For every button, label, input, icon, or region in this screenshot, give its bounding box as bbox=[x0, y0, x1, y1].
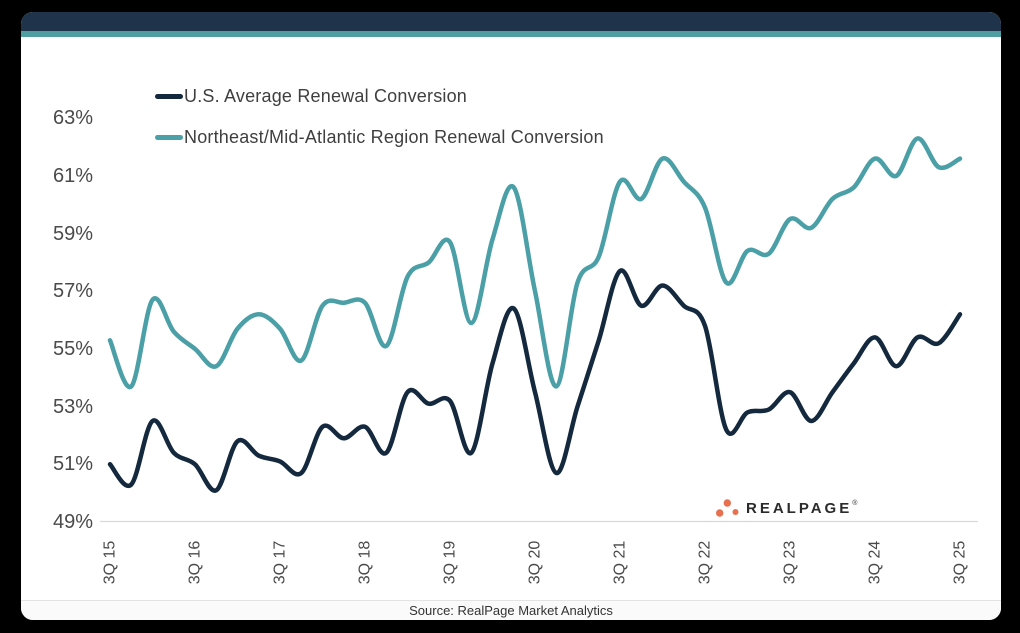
realpage-logo-dots-icon bbox=[716, 499, 739, 517]
series-line-northeast bbox=[107, 136, 963, 390]
x-axis-tick-label: 3Q 19 bbox=[441, 540, 459, 585]
x-axis-tick-label: 3Q 23 bbox=[781, 540, 799, 585]
legend: U.S. Average Renewal Conversion Northeas… bbox=[155, 84, 604, 166]
legend-label-us-average: U.S. Average Renewal Conversion bbox=[184, 85, 468, 106]
y-axis-tick-label: 61% bbox=[52, 164, 93, 187]
x-axis-tick-label: 3Q 18 bbox=[356, 540, 374, 585]
legend-line-swatch-navy bbox=[155, 93, 183, 99]
x-axis-tick-label: 3Q 24 bbox=[866, 540, 884, 585]
header-accent-line bbox=[21, 31, 1001, 37]
realpage-logo-text: REALPAGE bbox=[746, 500, 853, 517]
legend-item-northeast: Northeast/Mid-Atlantic Region Renewal Co… bbox=[155, 125, 604, 149]
chart-area: U.S. Average Renewal Conversion Northeas… bbox=[21, 37, 1001, 600]
series-line-us-average bbox=[107, 268, 963, 493]
legend-line-swatch-teal bbox=[155, 134, 183, 140]
source-text: Source: RealPage Market Analytics bbox=[409, 603, 613, 618]
x-axis-tick-label: 3Q 25 bbox=[951, 540, 969, 585]
footer-bar: Source: RealPage Market Analytics bbox=[21, 600, 1001, 620]
x-axis-tick-label: 3Q 22 bbox=[696, 540, 714, 585]
y-axis-tick-label: 55% bbox=[52, 337, 93, 360]
line-plot bbox=[100, 136, 978, 523]
y-axis-tick-label: 59% bbox=[52, 222, 93, 245]
x-axis-tick-label: 3Q 20 bbox=[526, 540, 544, 585]
y-axis-tick-label: 63% bbox=[52, 107, 93, 130]
x-axis-tick-label: 3Q 21 bbox=[611, 540, 629, 585]
x-axis-tick-label: 3Q 15 bbox=[101, 540, 119, 585]
realpage-trademark: ® bbox=[852, 500, 858, 507]
realpage-logo: REALPAGE ® bbox=[715, 498, 857, 519]
header-bar bbox=[21, 12, 1001, 31]
x-axis-tick-label: 3Q 17 bbox=[271, 540, 289, 585]
chart-card: U.S. Average Renewal Conversion Northeas… bbox=[21, 12, 1001, 620]
y-axis-tick-label: 53% bbox=[52, 395, 93, 418]
legend-label-northeast: Northeast/Mid-Atlantic Region Renewal Co… bbox=[184, 126, 604, 147]
legend-item-us-average: U.S. Average Renewal Conversion bbox=[155, 84, 604, 108]
y-axis-tick-label: 57% bbox=[52, 280, 93, 303]
y-axis-tick-label: 51% bbox=[52, 453, 93, 476]
x-axis-tick-label: 3Q 16 bbox=[186, 540, 204, 585]
y-axis-tick-label: 49% bbox=[52, 511, 93, 533]
